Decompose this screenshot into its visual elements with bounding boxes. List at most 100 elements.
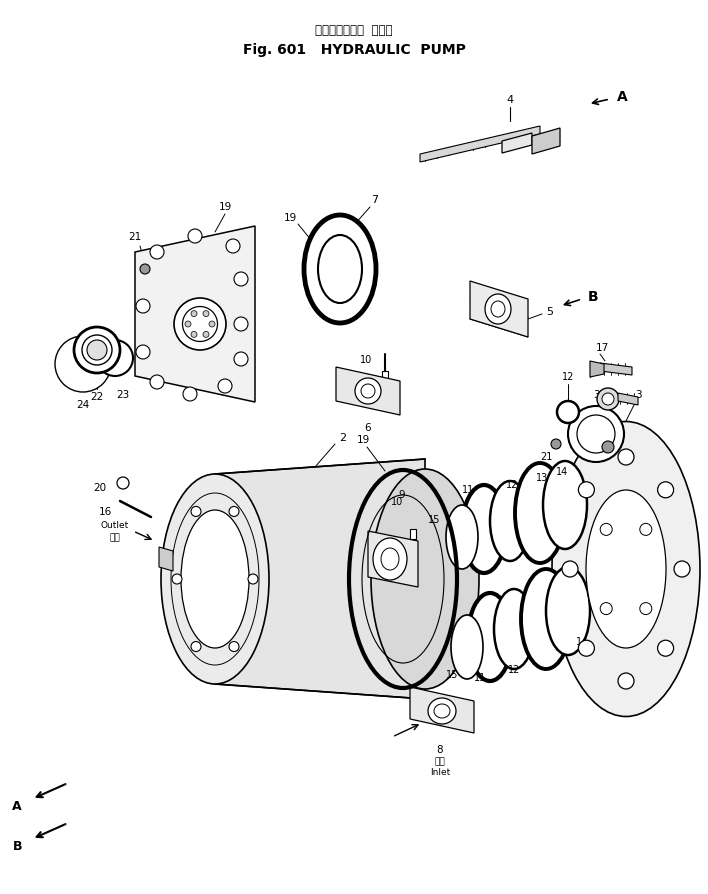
Ellipse shape <box>373 538 407 580</box>
Ellipse shape <box>185 322 191 327</box>
Polygon shape <box>382 372 388 382</box>
Text: 23: 23 <box>116 390 130 400</box>
Ellipse shape <box>578 640 595 656</box>
Text: 20: 20 <box>93 483 107 493</box>
Ellipse shape <box>462 485 506 573</box>
Polygon shape <box>215 460 425 699</box>
Text: 14: 14 <box>556 467 568 477</box>
Polygon shape <box>470 282 528 338</box>
Ellipse shape <box>140 265 150 274</box>
Ellipse shape <box>490 482 530 561</box>
Ellipse shape <box>174 299 226 350</box>
Ellipse shape <box>191 642 201 652</box>
Ellipse shape <box>218 380 232 393</box>
Text: 17: 17 <box>595 342 609 352</box>
Polygon shape <box>368 531 418 587</box>
Ellipse shape <box>203 332 209 338</box>
Text: 12: 12 <box>506 479 518 489</box>
Text: 11: 11 <box>462 485 474 494</box>
Polygon shape <box>410 687 474 733</box>
Ellipse shape <box>557 401 579 424</box>
Ellipse shape <box>600 603 612 615</box>
Ellipse shape <box>172 574 182 585</box>
Polygon shape <box>618 393 638 406</box>
Ellipse shape <box>183 308 217 342</box>
Ellipse shape <box>658 482 673 498</box>
Text: 18: 18 <box>591 409 605 418</box>
Ellipse shape <box>451 615 483 679</box>
Ellipse shape <box>515 463 565 563</box>
Text: 19: 19 <box>356 434 370 444</box>
Ellipse shape <box>318 236 362 304</box>
Ellipse shape <box>434 704 450 718</box>
Text: 15: 15 <box>428 514 440 525</box>
Polygon shape <box>159 547 173 571</box>
Ellipse shape <box>600 524 612 536</box>
Text: A: A <box>12 799 22 813</box>
Text: A: A <box>617 90 627 104</box>
Ellipse shape <box>97 341 133 376</box>
Ellipse shape <box>87 341 107 360</box>
Text: Fig. 601   HYDRAULIC  PUMP: Fig. 601 HYDRAULIC PUMP <box>243 43 465 57</box>
Text: 6: 6 <box>365 423 371 433</box>
Ellipse shape <box>468 594 512 681</box>
Text: B: B <box>588 290 598 304</box>
Text: 7: 7 <box>372 195 379 205</box>
Ellipse shape <box>640 524 652 536</box>
Ellipse shape <box>586 491 666 648</box>
Text: 19: 19 <box>218 202 232 212</box>
Text: 21: 21 <box>585 426 597 436</box>
Ellipse shape <box>136 346 150 359</box>
Text: 9: 9 <box>399 489 405 500</box>
Ellipse shape <box>161 475 269 684</box>
Ellipse shape <box>248 574 258 585</box>
Ellipse shape <box>55 337 111 392</box>
Ellipse shape <box>203 311 209 317</box>
Ellipse shape <box>551 440 561 450</box>
Ellipse shape <box>552 422 700 717</box>
Text: 19: 19 <box>283 213 297 223</box>
Text: 16: 16 <box>98 506 112 517</box>
Ellipse shape <box>494 589 534 670</box>
Ellipse shape <box>602 442 614 453</box>
Text: 13: 13 <box>558 642 570 653</box>
Ellipse shape <box>183 388 197 401</box>
Ellipse shape <box>191 507 201 517</box>
Ellipse shape <box>226 240 240 254</box>
Ellipse shape <box>150 375 164 390</box>
Ellipse shape <box>234 273 248 287</box>
Ellipse shape <box>546 568 590 655</box>
Ellipse shape <box>562 561 578 578</box>
Polygon shape <box>532 129 560 155</box>
Text: ハイドロリック  ポンプ: ハイドロリック ポンプ <box>315 23 393 37</box>
Ellipse shape <box>543 461 587 550</box>
Text: 13: 13 <box>536 472 548 483</box>
Ellipse shape <box>74 327 120 374</box>
Ellipse shape <box>371 469 479 689</box>
Text: Outlet: Outlet <box>101 521 129 530</box>
Ellipse shape <box>485 295 511 325</box>
Text: 8: 8 <box>437 744 443 755</box>
Text: 22: 22 <box>91 392 103 401</box>
Ellipse shape <box>191 332 197 338</box>
Ellipse shape <box>381 548 399 570</box>
Ellipse shape <box>618 673 634 689</box>
Ellipse shape <box>229 507 239 517</box>
Text: 24: 24 <box>76 400 90 409</box>
Polygon shape <box>410 529 416 539</box>
Text: 入口: 入口 <box>435 756 445 765</box>
Ellipse shape <box>428 698 456 724</box>
Polygon shape <box>600 364 632 375</box>
Text: 12: 12 <box>562 372 574 382</box>
Text: 21: 21 <box>539 451 552 461</box>
Ellipse shape <box>209 322 215 327</box>
Ellipse shape <box>136 299 150 314</box>
Ellipse shape <box>229 642 239 652</box>
Text: 5: 5 <box>547 307 554 316</box>
Ellipse shape <box>602 393 614 406</box>
Text: 3: 3 <box>634 390 641 400</box>
Text: 15: 15 <box>446 670 458 679</box>
Text: 2: 2 <box>339 433 346 443</box>
Ellipse shape <box>521 569 571 670</box>
Polygon shape <box>502 134 532 154</box>
